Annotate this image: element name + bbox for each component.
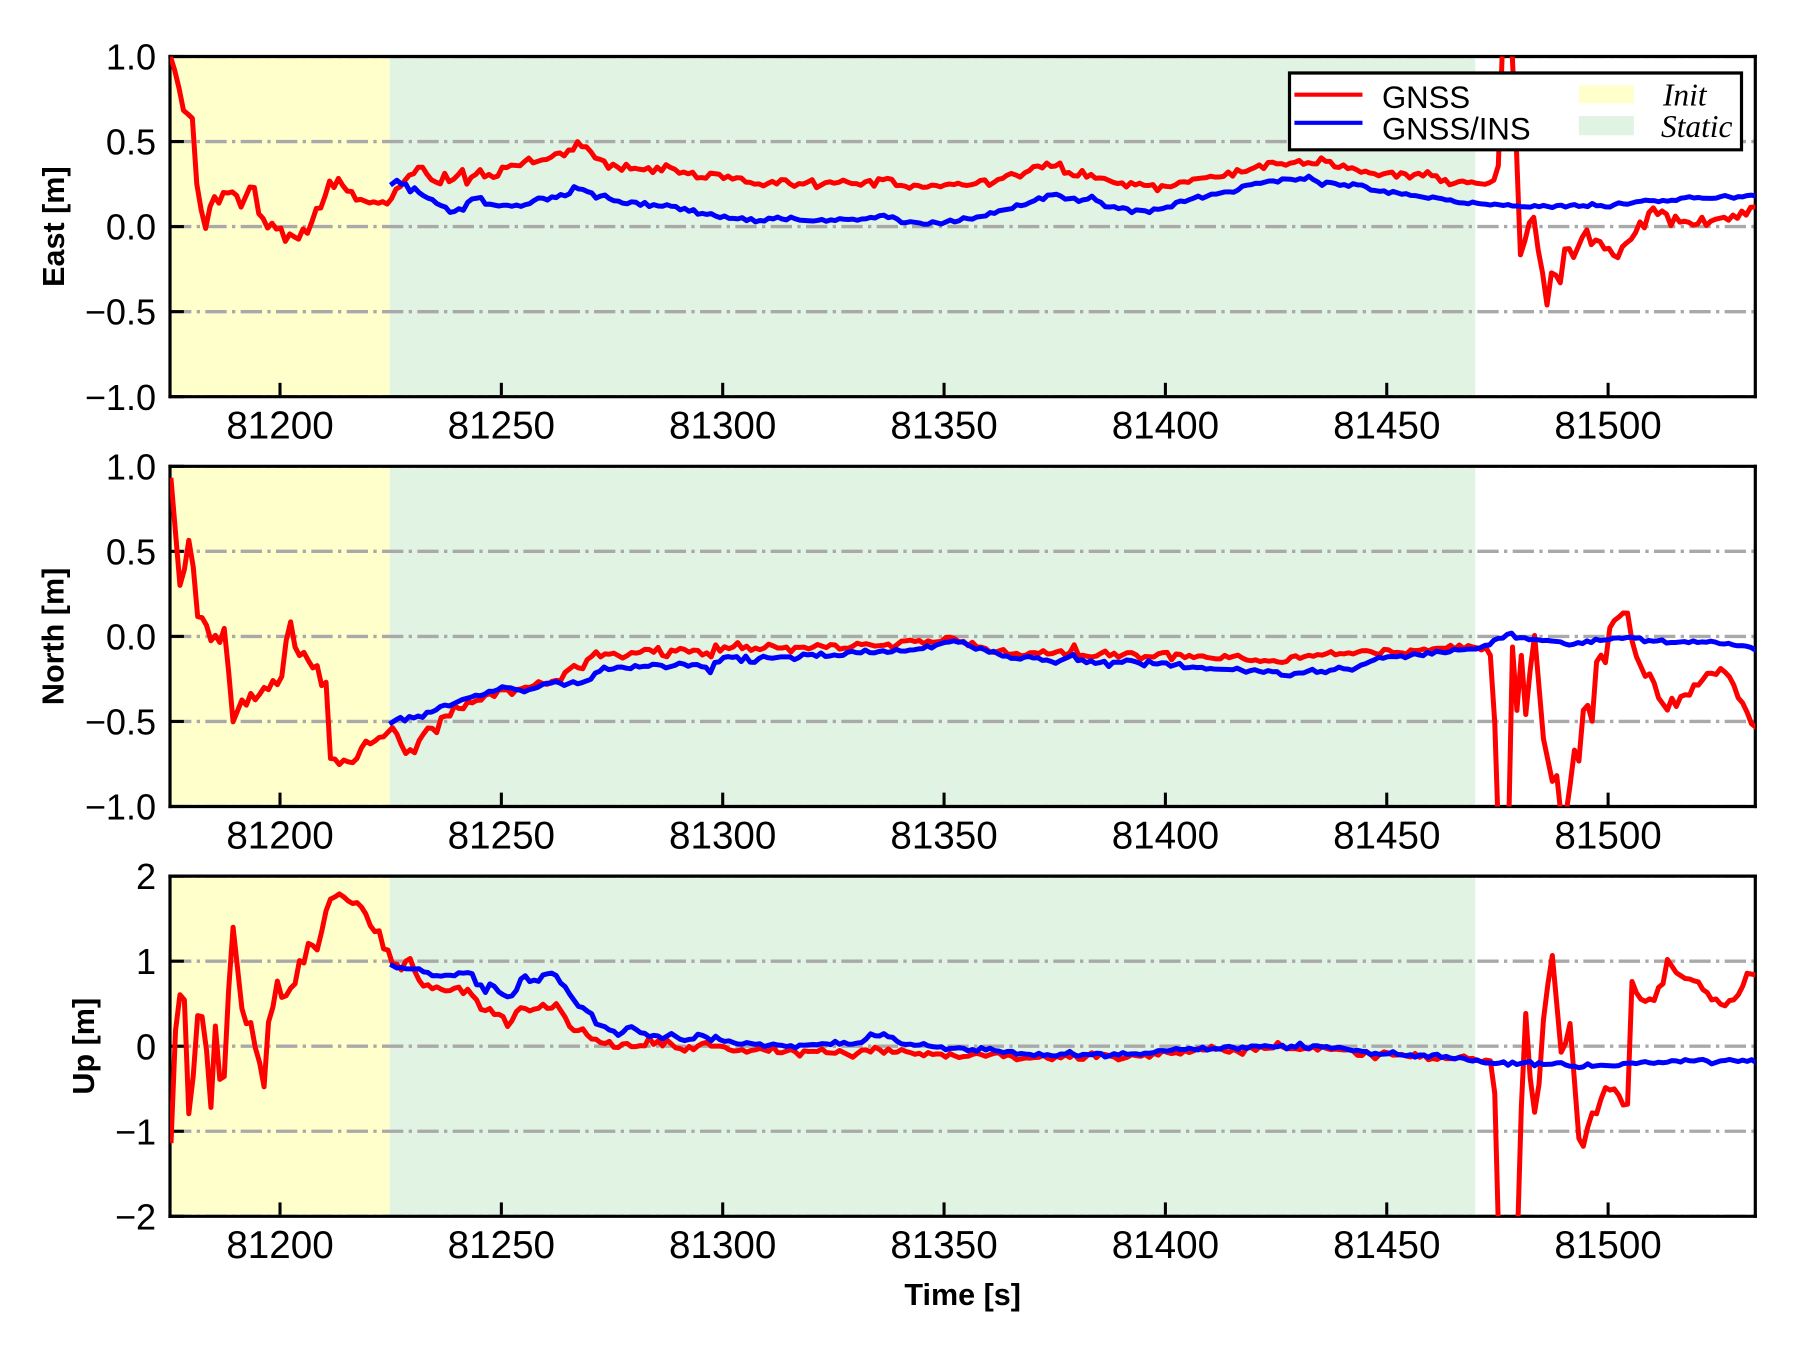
- svg-text:81300: 81300: [669, 1224, 776, 1267]
- svg-text:2: 2: [136, 856, 156, 897]
- svg-text:0: 0: [136, 1026, 156, 1067]
- svg-text:81350: 81350: [890, 405, 997, 448]
- svg-text:East [m]: East [m]: [37, 166, 71, 287]
- svg-text:81350: 81350: [890, 814, 997, 857]
- svg-text:81500: 81500: [1554, 405, 1661, 448]
- svg-text:81450: 81450: [1333, 1224, 1440, 1267]
- svg-text:−2: −2: [115, 1196, 156, 1237]
- svg-text:81250: 81250: [448, 814, 555, 857]
- svg-text:−0.5: −0.5: [85, 702, 156, 743]
- svg-text:81500: 81500: [1554, 814, 1661, 857]
- svg-text:0.0: 0.0: [106, 616, 156, 657]
- svg-text:81250: 81250: [448, 1224, 555, 1267]
- svg-text:81500: 81500: [1554, 1224, 1661, 1267]
- svg-text:Time [s]: Time [s]: [904, 1278, 1021, 1312]
- svg-text:Up [m]: Up [m]: [67, 998, 101, 1095]
- svg-text:81200: 81200: [226, 405, 333, 448]
- svg-text:Static: Static: [1661, 109, 1733, 144]
- svg-text:−1.0: −1.0: [85, 377, 156, 418]
- svg-text:GNSS/INS: GNSS/INS: [1382, 111, 1531, 146]
- svg-text:1.0: 1.0: [106, 446, 156, 487]
- svg-text:0.5: 0.5: [106, 531, 156, 572]
- svg-text:North [m]: North [m]: [37, 568, 71, 705]
- svg-text:81450: 81450: [1333, 405, 1440, 448]
- svg-text:81350: 81350: [890, 1224, 997, 1267]
- svg-text:−0.5: −0.5: [85, 292, 156, 333]
- svg-text:81450: 81450: [1333, 814, 1440, 857]
- svg-text:81200: 81200: [226, 1224, 333, 1267]
- svg-text:81300: 81300: [669, 814, 776, 857]
- svg-text:0.0: 0.0: [106, 207, 156, 248]
- svg-text:1.0: 1.0: [106, 37, 156, 78]
- svg-text:81400: 81400: [1112, 1224, 1219, 1267]
- svg-text:1: 1: [136, 941, 156, 982]
- svg-text:0.5: 0.5: [106, 122, 156, 163]
- svg-text:81250: 81250: [448, 405, 555, 448]
- svg-text:−1: −1: [115, 1111, 156, 1152]
- svg-text:81400: 81400: [1112, 405, 1219, 448]
- svg-text:81400: 81400: [1112, 814, 1219, 857]
- svg-text:Init: Init: [1662, 77, 1708, 112]
- svg-text:−1.0: −1.0: [85, 787, 156, 828]
- svg-text:81300: 81300: [669, 405, 776, 448]
- svg-text:GNSS: GNSS: [1382, 80, 1470, 115]
- svg-text:81200: 81200: [226, 814, 333, 857]
